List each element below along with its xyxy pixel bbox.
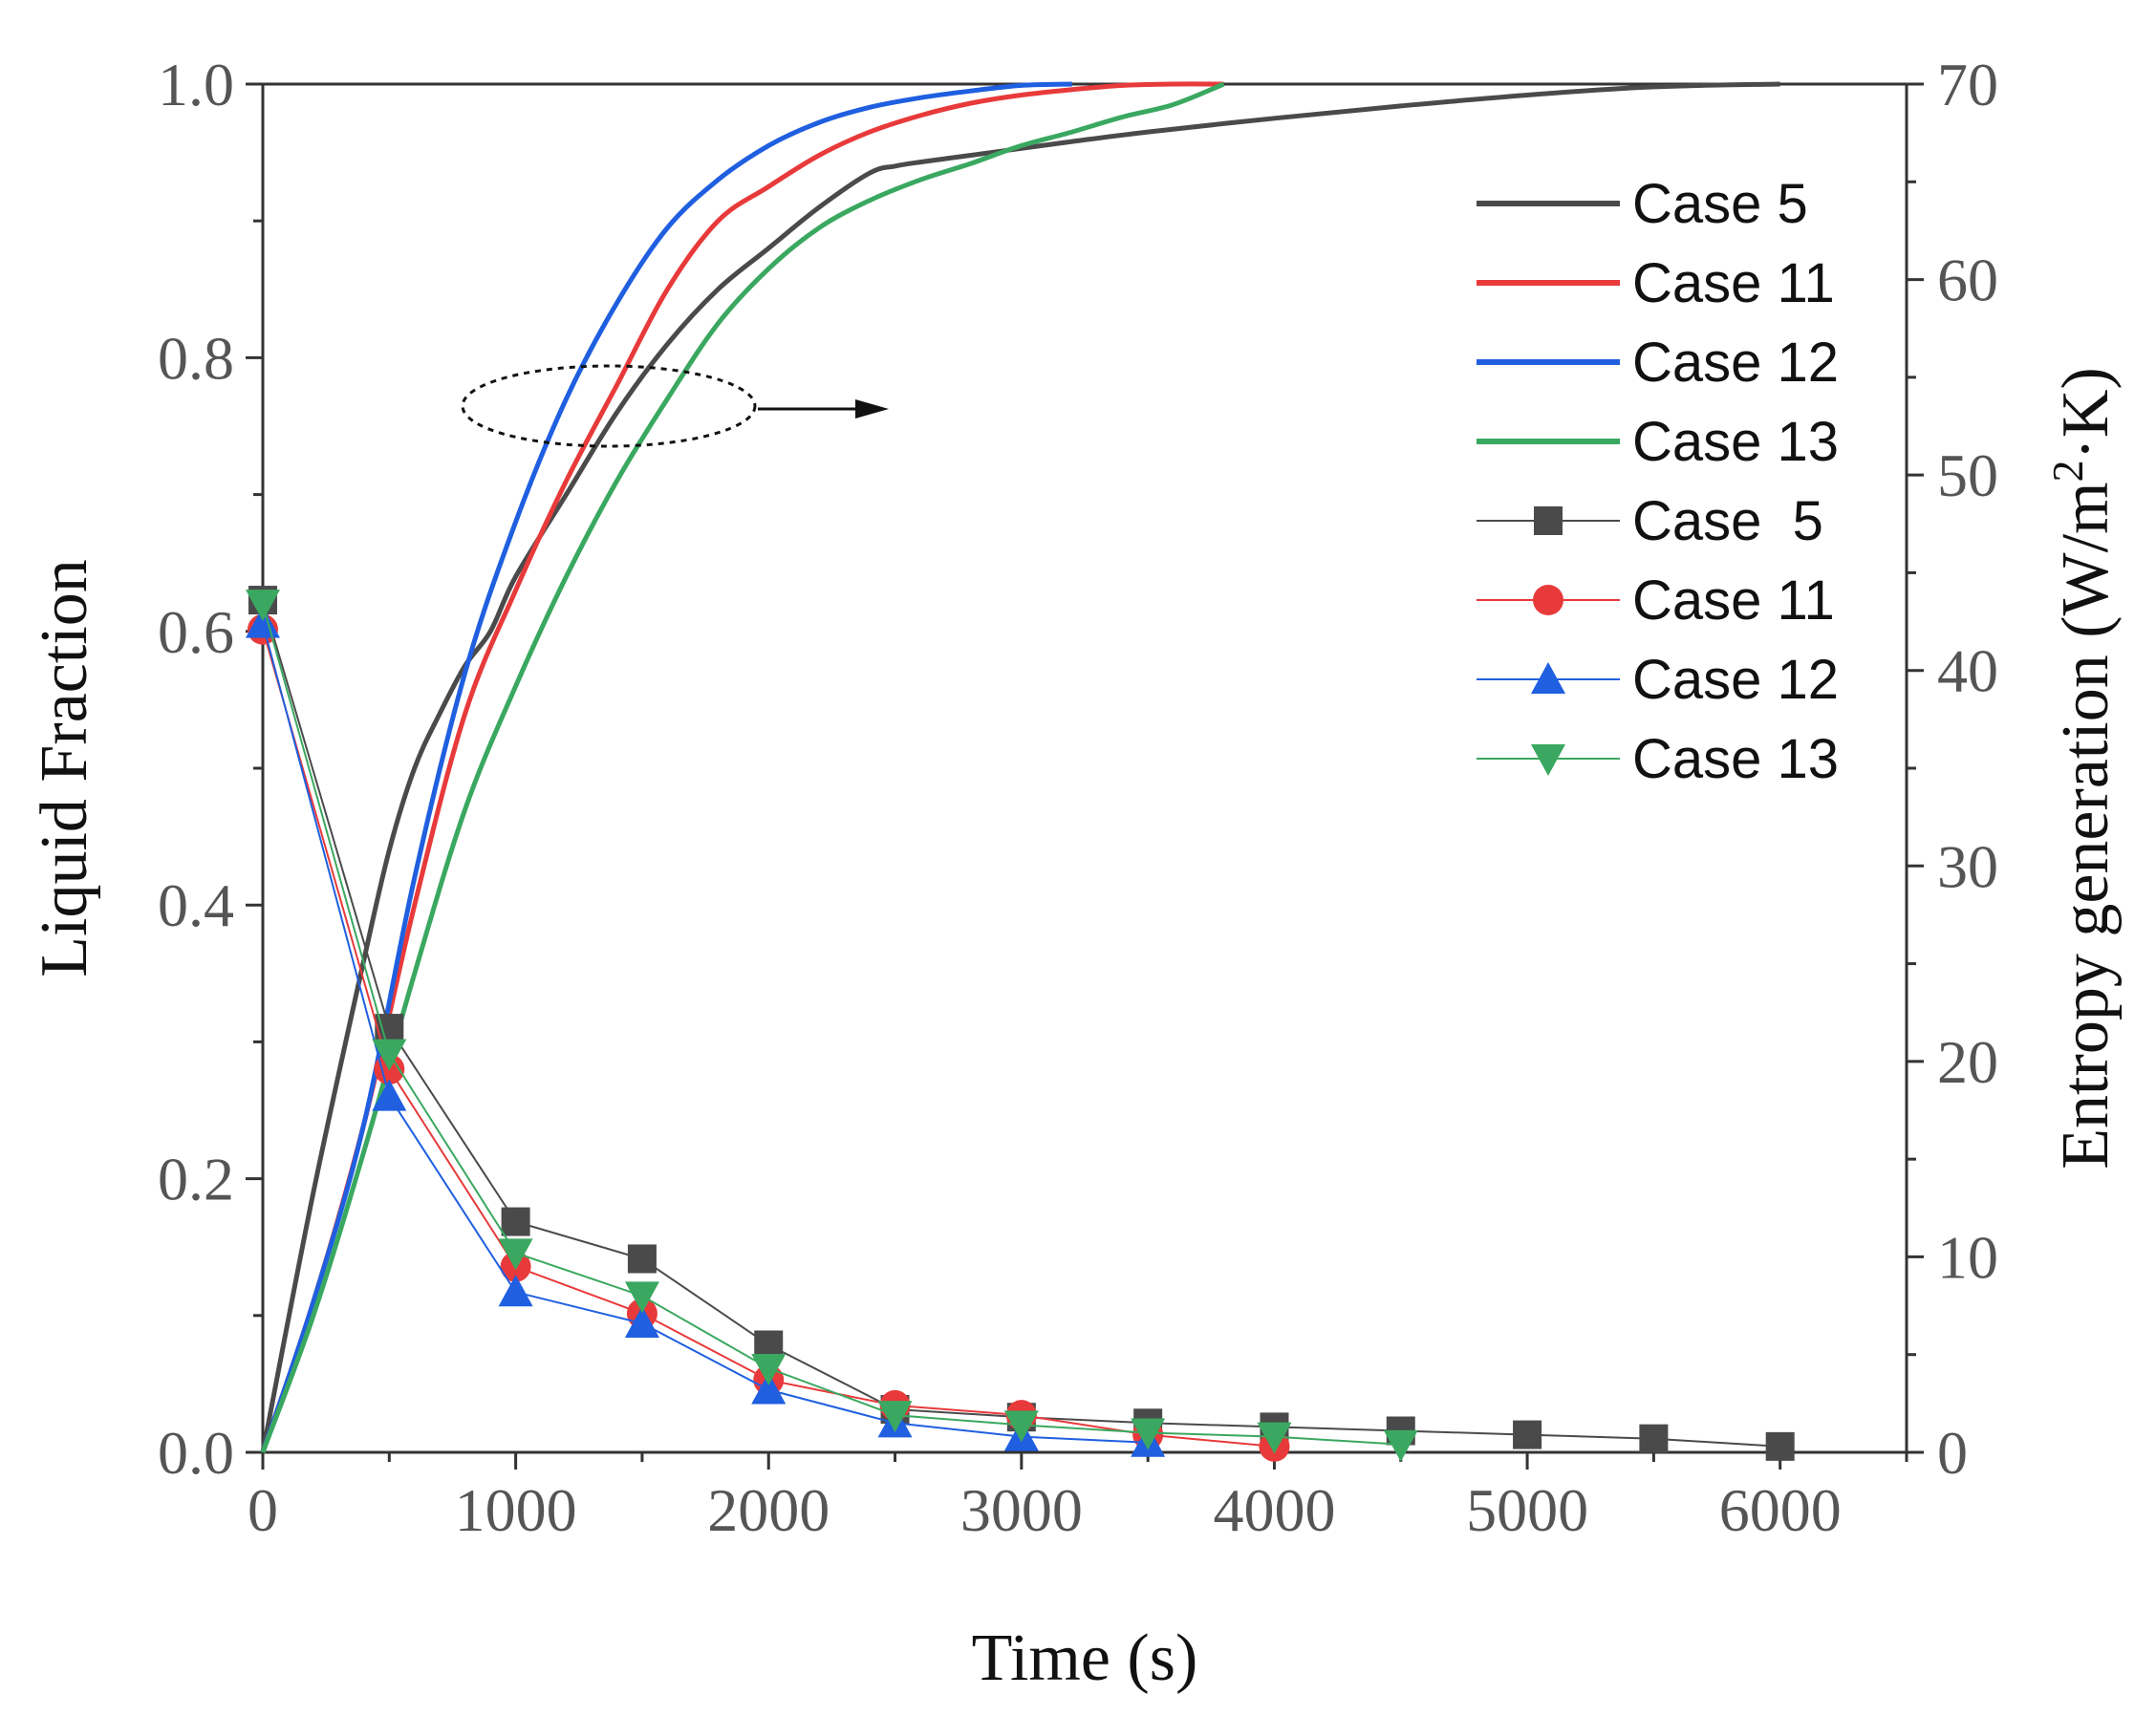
entropy-line-3 [262, 623, 1149, 1444]
y-left-tick-label: 0.8 [158, 324, 234, 392]
legend-label: Case 5 [1632, 173, 1808, 235]
x-tick-label: 3000 [960, 1476, 1083, 1544]
y-right-tick-label: 70 [1937, 51, 1998, 118]
entropy-point [751, 1372, 787, 1405]
entropy-point [1383, 1429, 1418, 1462]
entropy-point [627, 1244, 657, 1274]
y-right-tick-label: 0 [1937, 1419, 1968, 1487]
entropy-point [501, 1207, 530, 1236]
legend-marker [1533, 585, 1563, 615]
y-left-tick-label: 0.4 [158, 871, 234, 939]
entropy-point [246, 590, 280, 622]
entropy-point [498, 1275, 533, 1307]
legend-label: Case 12 [1632, 332, 1839, 394]
y-right-tick-label: 20 [1937, 1028, 1998, 1096]
entropy-point [1257, 1422, 1292, 1454]
legend: Case 5 Case 11 Case 12 Case 13 Case 5 Case 11… [1477, 173, 1839, 790]
x-axis-title: Time (s) [972, 1621, 1198, 1695]
entropy-line-1 [262, 599, 1780, 1448]
entropy-point [372, 1079, 407, 1111]
x-tick-label: 5000 [1466, 1476, 1588, 1544]
axis-labels: 0 1000 2000 3000 4000 5000 6000 0.0 0.2 0.4 0.6 0.8… [28, 51, 2123, 1695]
x-tick-label: 0 [248, 1476, 278, 1544]
entropy-point [1765, 1431, 1795, 1461]
y-left-axis-title: Liquid Fraction [28, 559, 101, 977]
y-left-tick-label: 0.2 [158, 1146, 234, 1213]
entropy-line-4 [262, 603, 1401, 1446]
y-right-tick-label: 50 [1937, 441, 1998, 509]
legend-label: Case 11 [1632, 569, 1835, 632]
y-right-axis-title: Entropy generation (W/m2·K) [2043, 367, 2123, 1169]
legend-label: Case 11 [1632, 252, 1835, 314]
x-tick-label: 4000 [1213, 1476, 1335, 1544]
liquid-fraction-line-4 [260, 81, 1225, 1453]
y-left-tick-label: 0.0 [158, 1419, 234, 1487]
annotation-ellipse [461, 364, 757, 448]
y-left-tick-label: 1.0 [158, 51, 234, 118]
y-right-tick-label: 30 [1937, 832, 1998, 900]
liquid-fraction-curves [260, 81, 1780, 1453]
entropy-point [751, 1354, 787, 1386]
y-right-tick-label: 40 [1937, 637, 1998, 705]
y-right-title-part: Entropy generation (W/m [2049, 482, 2123, 1169]
entropy-point [1131, 1418, 1166, 1450]
entropy-curves [246, 586, 1795, 1462]
entropy-point [1003, 1410, 1039, 1443]
legend-marker [1531, 744, 1565, 776]
entropy-point [624, 1305, 659, 1338]
x-tick-label: 6000 [1719, 1476, 1842, 1544]
liquid-fraction-line-3 [260, 81, 1072, 1453]
entropy-point [1639, 1424, 1669, 1453]
entropy-point [372, 1039, 407, 1071]
y-right-tick-label: 10 [1937, 1223, 1998, 1291]
liquid-fraction-line-2 [260, 81, 1224, 1453]
x-tick-label: 2000 [707, 1476, 830, 1544]
y-right-title-part: ·K) [2049, 367, 2123, 460]
legend-label: Case 5 [1632, 490, 1823, 552]
annotation-arrow-head [855, 399, 889, 419]
annotation [461, 364, 889, 448]
legend-label: Case 12 [1632, 649, 1839, 711]
entropy-point [498, 1238, 533, 1271]
entropy-point [877, 1401, 913, 1433]
x-tick-label: 1000 [455, 1476, 577, 1544]
legend-label: Case 13 [1632, 411, 1839, 473]
liquid-fraction-line-1 [260, 81, 1780, 1453]
legend-marker [1534, 506, 1563, 535]
legend-label: Case 13 [1632, 728, 1839, 790]
y-left-tick-label: 0.6 [158, 598, 234, 666]
entropy-point [624, 1281, 659, 1314]
y-right-title-sup: 2 [2043, 460, 2092, 482]
entropy-point [246, 606, 280, 638]
y-right-tick-label: 60 [1937, 247, 1998, 314]
entropy-point [1513, 1420, 1542, 1449]
entropy-line-2 [262, 629, 1275, 1448]
legend-marker [1531, 662, 1565, 694]
